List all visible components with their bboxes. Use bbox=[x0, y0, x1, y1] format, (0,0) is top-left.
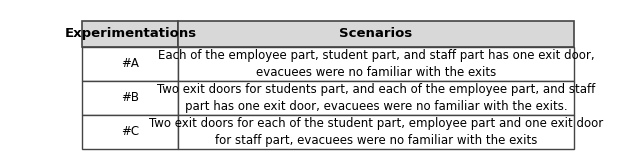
Bar bbox=[178, 81, 573, 115]
Text: Experimentations: Experimentations bbox=[64, 27, 196, 40]
Bar bbox=[178, 115, 573, 149]
Text: #C: #C bbox=[122, 125, 140, 138]
Text: Scenarios: Scenarios bbox=[339, 27, 413, 40]
Text: Two exit doors for students part, and each of the employee part, and staff
part : Two exit doors for students part, and ea… bbox=[157, 83, 595, 113]
Bar bbox=[83, 21, 178, 47]
Text: Each of the employee part, student part, and staff part has one exit door,
evacu: Each of the employee part, student part,… bbox=[157, 49, 594, 79]
Text: #B: #B bbox=[122, 91, 140, 104]
Bar bbox=[83, 81, 178, 115]
Text: Two exit doors for each of the student part, employee part and one exit door
for: Two exit doors for each of the student p… bbox=[148, 117, 603, 147]
Text: #A: #A bbox=[122, 57, 140, 70]
Bar bbox=[178, 47, 573, 81]
Bar bbox=[83, 47, 178, 81]
Bar bbox=[178, 21, 573, 47]
Bar bbox=[83, 115, 178, 149]
